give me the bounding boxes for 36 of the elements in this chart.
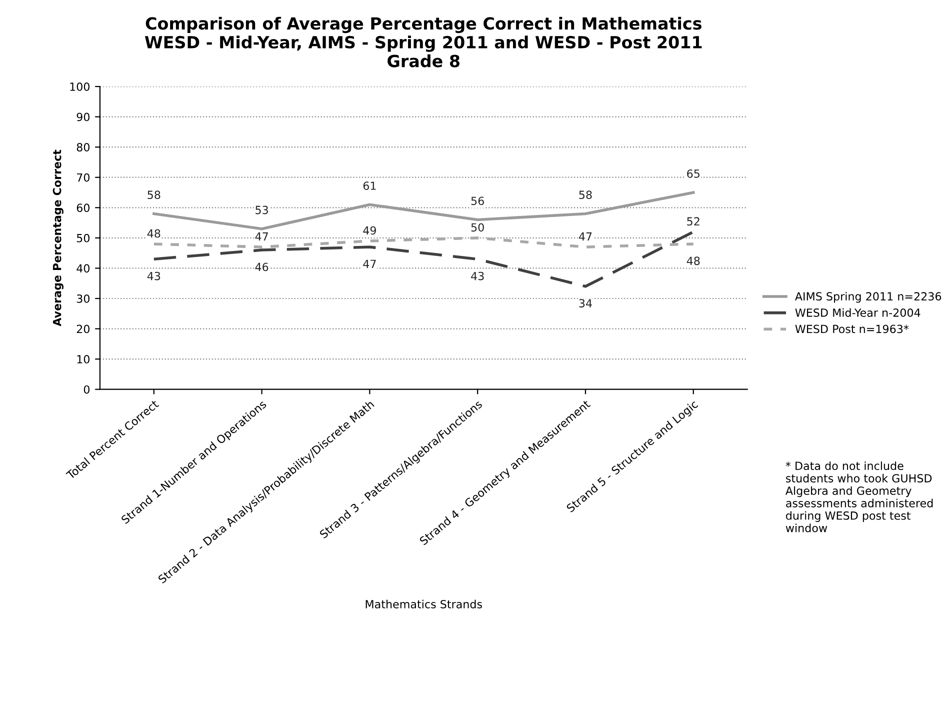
data-label: 49	[363, 226, 376, 235]
y-tick-label: 80	[76, 143, 90, 152]
data-label: 65	[687, 169, 700, 178]
y-tick-label: 30	[76, 294, 90, 303]
y-tick-label: 90	[76, 112, 90, 122]
data-label: 46	[255, 262, 268, 272]
data-label: 48	[147, 229, 160, 238]
data-label: 50	[471, 223, 484, 232]
y-tick-label: 100	[70, 82, 90, 91]
data-label: 34	[579, 299, 592, 308]
legend-label: AIMS Spring 2011 n=2236	[794, 292, 942, 303]
y-tick-label: 60	[76, 204, 90, 212]
y-tick-label: 20	[76, 324, 90, 334]
y-tick-label: 40	[76, 264, 90, 273]
y-tick-label: 0	[84, 385, 90, 394]
data-label: 58	[148, 190, 160, 200]
data-label: 56	[471, 196, 484, 206]
legend-label: WESD Post n=1963*	[795, 324, 909, 334]
data-label: 43	[147, 272, 160, 280]
legend-label: WESD Mid-Year n-2004	[795, 308, 920, 317]
text: * Data do not include students who took GUHSD Algebra and Geometry assessments administered during WESD post test window	[785, 461, 933, 532]
x-axis-title: Mathematics Strands	[366, 600, 482, 608]
data-label: 58	[579, 190, 592, 200]
y-tick-label: 10	[77, 355, 90, 364]
y-tick-label: 70	[77, 173, 90, 182]
data-label: 47	[363, 260, 376, 268]
data-label: 53	[256, 206, 268, 214]
data-label: 48	[686, 256, 700, 266]
data-label: 61	[363, 182, 376, 190]
y-axis-title: Average Percentage Correct	[52, 150, 64, 326]
data-label: 52	[687, 217, 700, 226]
y-tick-label: 50	[76, 234, 90, 242]
data-label: 47	[255, 232, 268, 241]
data-label: 43	[471, 272, 484, 280]
chart-title: Comparison of Average Percentage Correct in Mathematics WESD - Mid-Year, AIMS - Spring 2011 and WESD - Post 2011 Grade 8	[144, 16, 702, 68]
data-label: 47	[578, 232, 592, 241]
